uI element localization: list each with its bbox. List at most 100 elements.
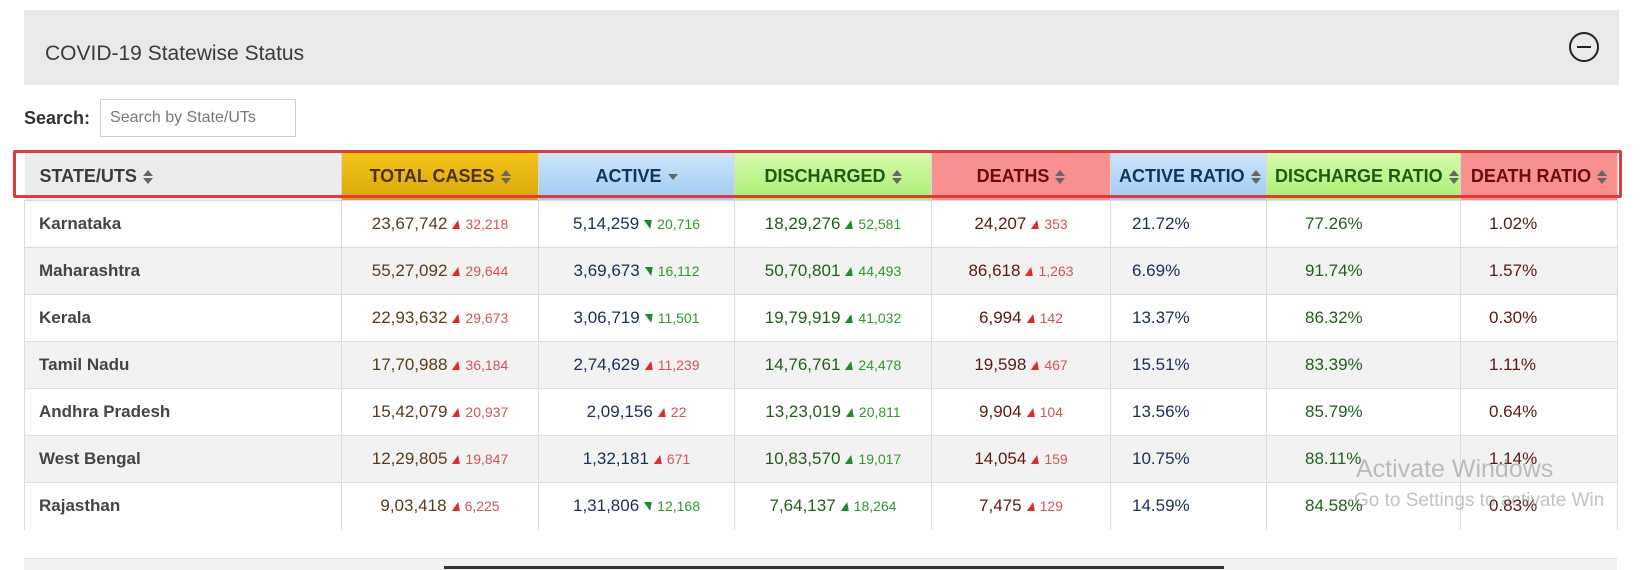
table-row: Kerala 22,93,632 29,673 3,06,719 11,501 19,79… [24,294,1618,342]
value: 12,29,805 [371,449,448,468]
cell-death-ratio: 0.64% [1460,388,1618,436]
arrow-up-icon [845,314,856,324]
table-row: Rajasthan 9,03,418 6,225 1,31,806 12,168 7,64… [24,482,1618,530]
search-row: Search: [24,99,297,137]
cell-active-ratio: 21.72% [1110,200,1267,248]
delta: 18,264 [853,498,897,515]
scrollbar[interactable] [444,566,1224,569]
value: 2,74,629 [573,355,640,374]
header-active[interactable]: ACTIVE [538,152,735,201]
search-label: Search: [24,107,91,128]
arrow-up-icon [845,455,856,465]
delta: 11,501 [657,310,700,326]
header-total-cases[interactable]: TOTAL CASES [341,152,539,201]
value: 18,29,276 [764,214,841,233]
arrow-up-icon [452,408,463,418]
cell-state: Maharashtra [24,247,342,295]
table-row: West Bengal 12,29,805 19,847 1,32,181 671 10,… [24,435,1618,483]
collapse-icon[interactable] [1569,32,1599,62]
cell-discharge-ratio: 83.39% [1266,341,1461,389]
sort-desc-icon [667,170,678,184]
value: 15,42,079 [371,402,448,421]
panel-header: COVID-19 Statewise Status [24,10,1619,85]
header-death-ratio[interactable]: DEATH RATIO [1460,152,1618,201]
cell-active: 2,09,156 22 [538,388,735,436]
cell-discharge-ratio: 88.11% [1266,435,1461,483]
arrow-up-icon [845,361,856,371]
value: 1,32,181 [582,449,649,468]
cell-active-ratio: 13.56% [1110,388,1267,436]
cell-total-cases: 22,93,632 29,673 [341,294,539,342]
arrow-up-icon [452,220,463,230]
value: 1,31,806 [572,496,640,516]
panel-title: COVID-19 Statewise Status [45,42,305,65]
cell-total-cases: 12,29,805 19,847 [341,435,539,483]
delta: 20,811 [858,404,901,420]
delta: 41,032 [858,310,902,326]
value: 3,69,673 [573,261,640,280]
statewise-table: STATE/UTS TOTAL CASES ACTIVE DISCHARGED … [24,152,1618,530]
cell-deaths: 9,904 104 [931,388,1111,436]
cell-discharged: 18,29,276 52,581 [734,200,932,248]
sort-icon [142,169,153,184]
value: 55,27,092 [371,261,448,280]
delta: 142 [1039,310,1063,326]
cell-deaths: 19,598 467 [931,341,1111,389]
header-deaths[interactable]: DEATHS [931,152,1111,201]
header-state[interactable]: STATE/UTS [24,152,342,201]
delta: 16,112 [657,263,700,279]
sort-icon [1250,169,1261,184]
delta: 24,478 [858,357,902,373]
value: 14,76,761 [764,355,841,374]
cell-active: 1,31,806 12,168 [538,482,735,530]
value: 3,06,719 [573,308,640,327]
value: 19,79,919 [764,308,841,327]
arrow-up-icon [452,267,463,277]
delta: 20,716 [657,216,700,232]
arrow-up-icon [657,408,669,418]
value: 13,23,019 [765,402,841,421]
delta: 104 [1039,404,1063,420]
cell-deaths: 7,475 129 [931,482,1111,530]
header-discharged[interactable]: DISCHARGED [734,152,932,201]
delta: 12,168 [657,498,700,515]
delta: 159 [1044,451,1068,467]
cell-discharged: 14,76,761 24,478 [734,341,932,389]
value: 22,93,632 [371,308,448,327]
delta: 129 [1039,498,1063,515]
sort-icon [1597,169,1608,184]
arrow-up-icon [845,408,857,418]
header-discharge-ratio[interactable]: DISCHARGE RATIO [1266,152,1461,201]
cell-total-cases: 55,27,092 29,644 [341,247,539,295]
value: 7,64,137 [769,496,836,516]
cell-deaths: 6,994 142 [931,294,1111,342]
delta: 1,263 [1038,263,1074,279]
header-active-ratio[interactable]: ACTIVE RATIO [1110,152,1267,201]
cell-discharged: 19,79,919 41,032 [734,294,932,342]
value: 86,618 [968,261,1021,280]
cell-active: 5,14,259 20,716 [538,200,735,248]
arrow-up-icon [1031,220,1042,230]
cell-active-ratio: 15.51% [1110,341,1267,389]
table-row: Maharashtra 55,27,092 29,644 3,69,673 16,112… [24,247,1618,295]
cell-deaths: 86,618 1,263 [931,247,1111,295]
cell-active: 1,32,181 671 [538,435,735,483]
value: 14,054 [974,449,1027,468]
cell-discharge-ratio: 85.79% [1266,388,1461,436]
cell-death-ratio: 1.57% [1460,247,1618,295]
cell-active: 3,06,719 11,501 [538,294,735,342]
cell-active-ratio: 10.75% [1110,435,1267,483]
cell-active-ratio: 13.37% [1110,294,1267,342]
cell-state: Andhra Pradesh [24,388,342,436]
cell-state: Rajasthan [24,482,342,530]
cell-discharge-ratio: 86.32% [1266,294,1461,342]
cell-discharged: 50,70,801 44,493 [734,247,932,295]
arrow-up-icon [845,267,856,277]
sort-icon [500,169,511,184]
sort-icon [1448,169,1459,184]
cell-discharged: 7,64,137 18,264 [734,482,932,530]
table-row: Karnataka 23,67,742 32,218 5,14,259 20,716 18… [24,200,1618,248]
delta: 353 [1044,216,1068,232]
delta: 36,184 [465,357,509,373]
search-input[interactable] [100,99,297,137]
